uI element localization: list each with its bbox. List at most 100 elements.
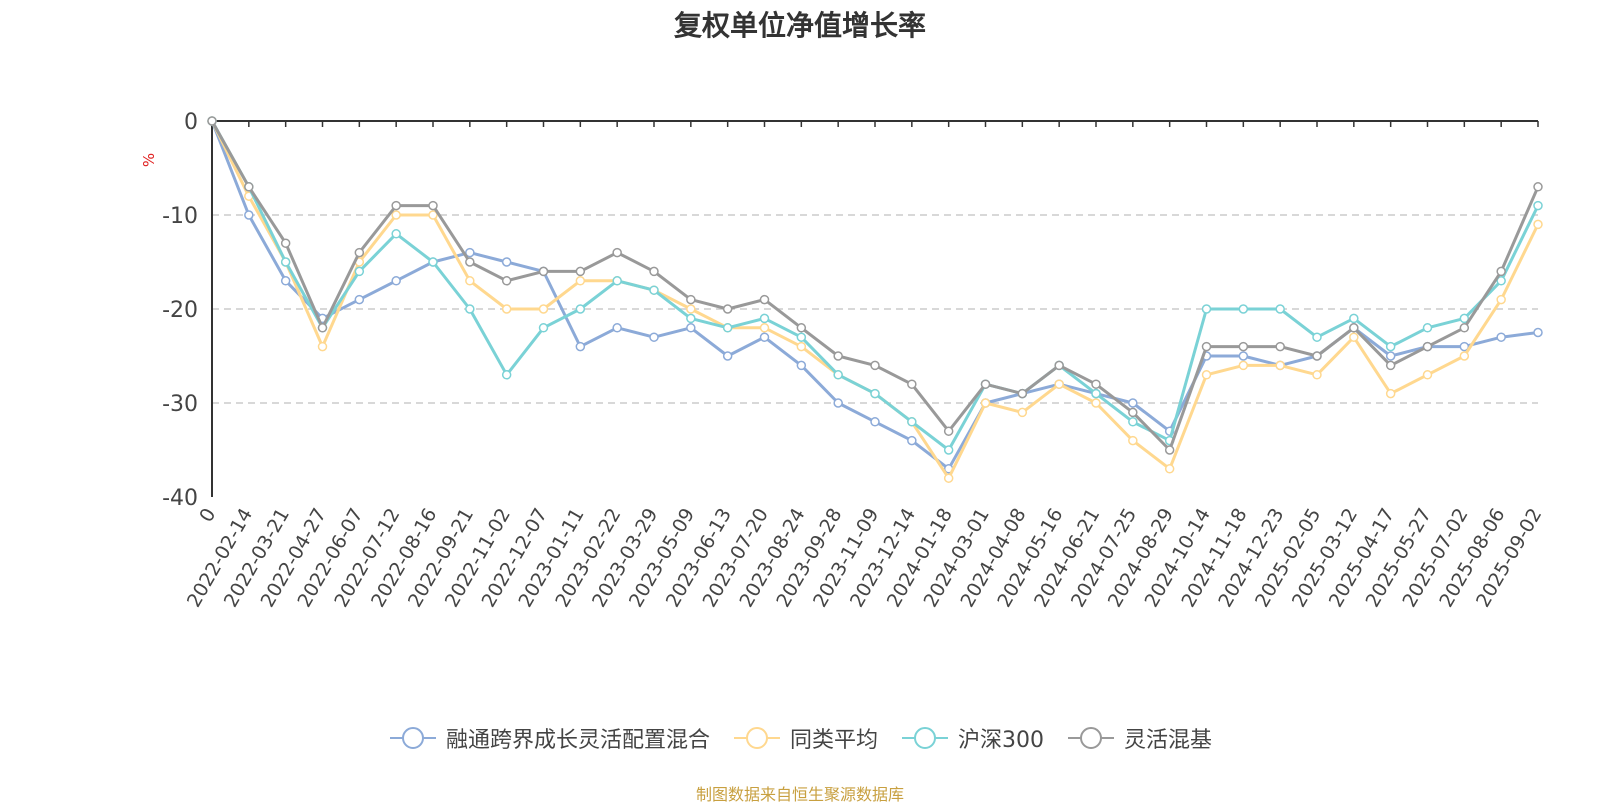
data-point xyxy=(686,323,696,333)
data-point xyxy=(1054,360,1064,371)
data-point xyxy=(722,351,733,361)
data-point xyxy=(1422,370,1433,380)
data-point xyxy=(649,266,659,277)
data-point xyxy=(1091,398,1101,408)
data-point xyxy=(1238,341,1249,352)
data-point xyxy=(501,304,512,314)
legend: 融通跨界成长灵活配置混合 同类平均 沪深300 灵活混基 xyxy=(0,722,1600,754)
data-point xyxy=(465,276,475,286)
data-point xyxy=(796,360,807,371)
series-lines xyxy=(207,116,1543,483)
data-point xyxy=(907,417,917,427)
axes xyxy=(211,120,1539,497)
data-point xyxy=(1459,341,1470,352)
legend-label: 沪深300 xyxy=(958,728,1044,753)
data-point xyxy=(1091,379,1101,389)
data-point xyxy=(465,247,475,258)
data-point xyxy=(207,116,217,126)
data-point xyxy=(317,341,328,352)
data-point xyxy=(1385,341,1396,352)
data-point xyxy=(280,276,291,286)
data-point xyxy=(1017,407,1028,418)
data-point xyxy=(1017,388,1028,399)
legend-item-0[interactable]: 融通跨界成长灵活配置混合 xyxy=(388,722,710,754)
data-point xyxy=(759,332,770,342)
data-point xyxy=(280,257,291,267)
data-point xyxy=(759,323,770,333)
data-point xyxy=(1091,388,1101,399)
data-point xyxy=(575,266,586,277)
data-point xyxy=(1128,407,1138,418)
data-point xyxy=(354,266,365,277)
data-point xyxy=(686,304,696,314)
data-point xyxy=(943,473,954,483)
data-point xyxy=(1312,351,1322,361)
data-point xyxy=(317,323,328,333)
data-point xyxy=(280,238,291,248)
data-point xyxy=(391,200,401,211)
legend-marker-icon xyxy=(389,727,436,749)
x-tick-label: 0 xyxy=(195,505,220,526)
data-point xyxy=(612,247,622,258)
data-point xyxy=(870,360,880,371)
data-point xyxy=(686,294,696,305)
data-point xyxy=(1496,294,1506,305)
data-point xyxy=(1164,445,1175,455)
y-tick-label: -20 xyxy=(162,298,198,323)
data-point xyxy=(575,276,586,286)
data-point xyxy=(1128,417,1138,427)
data-point xyxy=(391,276,401,286)
data-point xyxy=(501,276,512,286)
data-point xyxy=(870,417,880,427)
y-tick-label: -40 xyxy=(162,486,198,511)
data-point xyxy=(1385,351,1396,361)
data-point xyxy=(796,332,807,342)
legend-item-1[interactable]: 同类平均 xyxy=(732,722,878,754)
legend-item-3[interactable]: 灵活混基 xyxy=(1066,722,1212,754)
data-point xyxy=(1349,313,1359,324)
data-point xyxy=(1459,323,1470,333)
data-point xyxy=(575,341,586,352)
data-point xyxy=(354,294,365,305)
data-point xyxy=(428,257,438,267)
data-point xyxy=(796,323,807,333)
data-point xyxy=(1459,351,1470,361)
data-point xyxy=(1533,219,1543,230)
data-point xyxy=(1312,332,1322,342)
data-point xyxy=(1459,313,1470,324)
data-point xyxy=(1422,341,1433,352)
y-axis-label: % xyxy=(140,153,158,167)
data-point xyxy=(354,247,365,258)
data-point xyxy=(465,257,475,267)
data-point xyxy=(391,229,401,239)
series-line-2 xyxy=(210,120,1540,452)
legend-label: 融通跨界成长灵活配置混合 xyxy=(445,728,710,753)
data-point xyxy=(1128,398,1138,408)
data-point xyxy=(649,332,659,342)
data-point xyxy=(1533,327,1543,338)
data-point xyxy=(1422,323,1433,333)
data-point xyxy=(612,323,622,333)
data-point xyxy=(575,304,586,314)
data-point xyxy=(1533,182,1543,192)
legend-label: 同类平均 xyxy=(789,728,878,753)
data-point xyxy=(1054,379,1064,389)
data-point xyxy=(1312,370,1322,380)
data-point xyxy=(722,304,733,314)
data-point xyxy=(1349,332,1359,342)
data-point xyxy=(1275,304,1285,314)
data-point xyxy=(907,435,917,446)
data-point xyxy=(428,210,438,220)
legend-item-2[interactable]: 沪深300 xyxy=(900,722,1044,754)
data-point xyxy=(907,379,917,389)
legend-marker-icon xyxy=(902,727,948,749)
data-point xyxy=(833,398,843,408)
data-point xyxy=(943,445,954,455)
data-point xyxy=(1238,304,1249,314)
data-point xyxy=(943,426,954,436)
data-point xyxy=(1496,332,1506,342)
data-point xyxy=(759,313,770,324)
data-point xyxy=(244,182,254,192)
data-point xyxy=(759,294,770,305)
